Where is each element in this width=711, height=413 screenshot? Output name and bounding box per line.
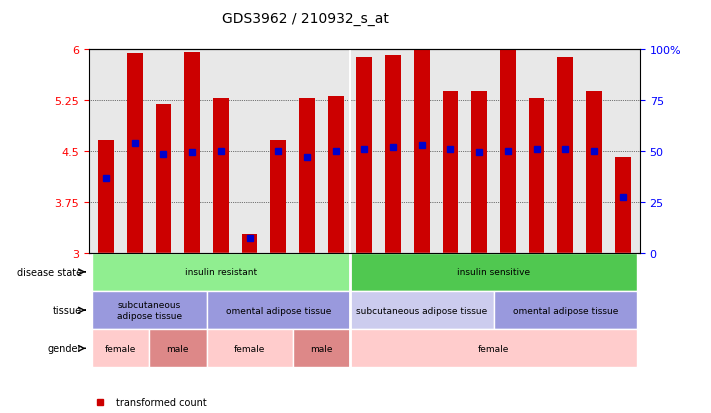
Text: omental adipose tissue: omental adipose tissue (225, 306, 331, 315)
FancyBboxPatch shape (206, 291, 350, 330)
Bar (442, 92, 459, 253)
Bar (356, 58, 373, 253)
Text: tissue: tissue (53, 305, 82, 315)
Bar (184, 53, 200, 253)
FancyBboxPatch shape (350, 291, 493, 330)
Text: gender: gender (47, 344, 82, 354)
FancyBboxPatch shape (92, 330, 149, 368)
FancyBboxPatch shape (293, 330, 350, 368)
Bar (471, 92, 487, 253)
Bar (242, 234, 257, 253)
Bar (328, 97, 343, 253)
Text: insulin sensitive: insulin sensitive (457, 268, 530, 277)
Bar (557, 58, 573, 253)
Bar (414, 50, 429, 253)
Text: female: female (478, 344, 509, 353)
Text: female: female (105, 344, 136, 353)
Bar (156, 105, 171, 253)
Bar (213, 98, 229, 253)
Bar (98, 141, 114, 253)
Bar (385, 56, 401, 253)
Bar (586, 92, 602, 253)
FancyBboxPatch shape (350, 330, 637, 368)
Bar (529, 98, 545, 253)
Bar (127, 54, 143, 253)
Bar (615, 158, 631, 253)
FancyBboxPatch shape (493, 291, 637, 330)
Text: GDS3962 / 210932_s_at: GDS3962 / 210932_s_at (223, 12, 389, 26)
FancyBboxPatch shape (149, 330, 206, 368)
FancyBboxPatch shape (92, 291, 206, 330)
Bar (500, 50, 515, 253)
FancyBboxPatch shape (92, 253, 350, 291)
Bar (299, 98, 315, 253)
Bar (270, 141, 287, 253)
Text: subcutaneous adipose tissue: subcutaneous adipose tissue (356, 306, 488, 315)
FancyBboxPatch shape (206, 330, 293, 368)
Text: transformed count: transformed count (117, 397, 207, 407)
Text: omental adipose tissue: omental adipose tissue (513, 306, 618, 315)
Text: insulin resistant: insulin resistant (185, 268, 257, 277)
Text: disease state: disease state (16, 267, 82, 277)
Text: subcutaneous
adipose tissue: subcutaneous adipose tissue (117, 301, 182, 320)
Text: male: male (310, 344, 333, 353)
FancyBboxPatch shape (350, 253, 637, 291)
Text: male: male (166, 344, 189, 353)
Text: female: female (234, 344, 265, 353)
